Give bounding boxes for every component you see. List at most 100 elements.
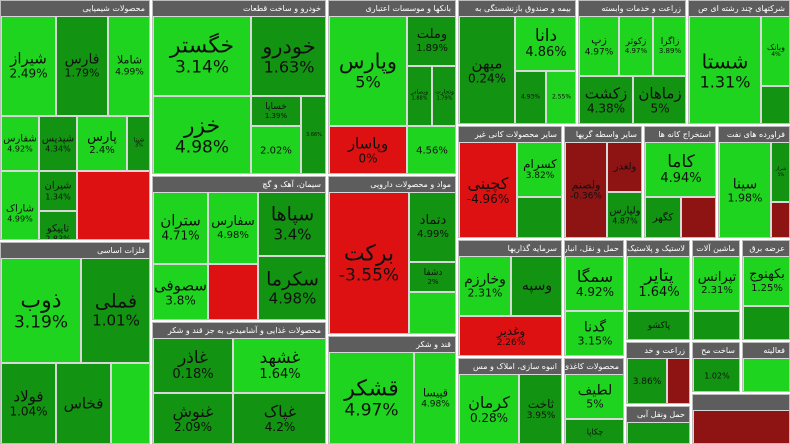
- symbol-tile[interactable]: [743, 358, 789, 391]
- symbol-tile[interactable]: پاکشو: [627, 311, 689, 339]
- symbol-tile[interactable]: خساپا 1.39%: [251, 96, 301, 126]
- symbol-tile[interactable]: [111, 363, 149, 443]
- symbol-tile[interactable]: وتجارت 1.79%: [432, 66, 455, 126]
- sector-group[interactable]: حمل ونقل آبی: [626, 406, 690, 444]
- symbol-tile[interactable]: میهن 0.24%: [459, 16, 515, 123]
- symbol-tile[interactable]: برکت -3.55%: [329, 192, 409, 333]
- sector-group[interactable]: محصولات غذایی و آشامیدنی به جز قند و شکر…: [152, 322, 326, 444]
- symbol-tile[interactable]: 3.66%: [301, 96, 325, 173]
- symbol-tile[interactable]: [77, 171, 149, 239]
- symbol-tile[interactable]: سینا 1.98%: [719, 142, 771, 237]
- symbol-tile[interactable]: [693, 311, 739, 339]
- symbol-tile[interactable]: وپاسار 0%: [329, 126, 407, 173]
- sector-group[interactable]: سیمان، آهک و گچ ستران 4.71% سفارس 4.98% سصوفی…: [152, 176, 326, 320]
- symbol-tile[interactable]: شستا 1.31%: [689, 16, 761, 123]
- symbol-tile[interactable]: وخارزم 2.31%: [459, 256, 511, 316]
- symbol-tile[interactable]: کرمان 0.28%: [459, 374, 519, 443]
- symbol-tile[interactable]: تپرانس 2.31%: [693, 256, 739, 311]
- symbol-tile[interactable]: [409, 292, 455, 333]
- symbol-tile[interactable]: کچینی -4.96%: [459, 142, 517, 237]
- symbol-tile[interactable]: غشهد 1.64%: [233, 338, 325, 393]
- symbol-tile[interactable]: فارس 1.79%: [56, 16, 108, 116]
- symbol-tile[interactable]: شپدیس 4.34%: [39, 116, 77, 171]
- symbol-tile[interactable]: زکشت 4.38%: [579, 76, 633, 123]
- sector-group[interactable]: قند و شکر قشکر 4.97% قپیسا 4.98%: [328, 336, 456, 444]
- sector-group[interactable]: عرضه برق بکهنوج 1.25%: [742, 240, 790, 340]
- symbol-tile[interactable]: 2.55%: [546, 71, 575, 123]
- symbol-tile[interactable]: وپارس 5%: [329, 16, 407, 126]
- symbol-tile[interactable]: غنوش 2.09%: [153, 393, 233, 443]
- sector-group[interactable]: لاستیک و پلاستیک پتایر 1.64% پاکشو: [626, 240, 690, 340]
- sector-group[interactable]: زراعت و خدمات وابسته زپ 4.97% زکوثر 4.97% زاگ…: [578, 0, 686, 124]
- sector-group[interactable]: مواد و محصولات دارویی برکت -3.55% دتماد 4.99…: [328, 176, 456, 334]
- sector-group[interactable]: سایر محصولات کانی غیر کچینی -4.96% کسرام 3.8…: [458, 126, 562, 238]
- symbol-tile[interactable]: 1.02%: [693, 358, 739, 391]
- symbol-tile[interactable]: سفارس 4.98%: [208, 192, 258, 264]
- sector-group[interactable]: فراورده های نفت سینا 1.98% شراز 5%: [718, 126, 790, 238]
- symbol-tile[interactable]: ولغدر: [607, 142, 641, 192]
- symbol-tile[interactable]: غپاک 4.2%: [233, 393, 325, 443]
- symbol-tile[interactable]: سکرما 4.98%: [258, 256, 325, 319]
- symbol-tile[interactable]: سمگا 4.92%: [565, 256, 623, 311]
- symbol-tile[interactable]: گدنا 3.15%: [565, 311, 623, 355]
- sector-group[interactable]: بانکها و موسسات اعتباری وپارس 5% وملت 1.89% و…: [328, 0, 456, 174]
- symbol-tile[interactable]: زاگرا 3.89%: [653, 16, 685, 76]
- sector-group[interactable]: بیمه و صندوق بازنشستگی به میهن 0.24% دانا 4.…: [458, 0, 576, 124]
- symbol-tile[interactable]: [667, 358, 689, 403]
- symbol-tile[interactable]: خودرو 1.63%: [251, 16, 325, 96]
- symbol-tile[interactable]: [681, 197, 715, 237]
- sector-group[interactable]: سایر واسطه گریها ولصنم -0.36% ولغدر ولپارس 4.…: [564, 126, 642, 238]
- symbol-tile[interactable]: تاپیکو 2.83%: [39, 211, 77, 239]
- symbol-tile[interactable]: [627, 422, 689, 443]
- symbol-tile[interactable]: 3.86%: [627, 358, 667, 403]
- symbol-tile[interactable]: دتماد 4.99%: [409, 192, 455, 262]
- symbol-tile[interactable]: [743, 306, 789, 339]
- symbol-tile[interactable]: 4.56%: [407, 126, 455, 173]
- symbol-tile[interactable]: شیراز 2.49%: [1, 16, 56, 116]
- symbol-tile[interactable]: ثاخت 3.95%: [519, 374, 561, 443]
- symbol-tile[interactable]: وملت 1.89%: [407, 16, 455, 66]
- sector-group[interactable]: محصولات شیمیایی شیراز 2.49% فارس 1.79% شاملا 4…: [0, 0, 150, 240]
- symbol-tile[interactable]: [517, 197, 561, 237]
- symbol-tile[interactable]: دشفا 2%: [409, 262, 455, 292]
- symbol-tile[interactable]: سصوفی 3.8%: [153, 264, 208, 319]
- symbol-tile[interactable]: چکاپا: [565, 419, 623, 443]
- symbol-tile[interactable]: لطیف 5%: [565, 374, 623, 419]
- sector-group[interactable]: زراعت و خد 3.86%: [626, 342, 690, 404]
- symbol-tile[interactable]: [693, 410, 789, 443]
- sector-group[interactable]: فلزات اساسی ذوب 3.19% فملی 1.01% فولاد 1.04% فخ…: [0, 242, 150, 444]
- symbol-tile[interactable]: شفارس 4.92%: [1, 116, 39, 171]
- symbol-tile[interactable]: شاراک 4.99%: [1, 171, 39, 239]
- symbol-tile[interactable]: شراز 5%: [771, 142, 789, 202]
- symbol-tile[interactable]: وبصادر 1.88%: [407, 66, 432, 126]
- symbol-tile[interactable]: شاملا 4.99%: [108, 16, 149, 116]
- symbol-tile[interactable]: پتایر 1.64%: [627, 256, 689, 311]
- symbol-tile[interactable]: شیران 1.34%: [39, 171, 77, 211]
- symbol-tile[interactable]: قشکر 4.97%: [329, 352, 414, 443]
- symbol-tile[interactable]: زماهان 5%: [633, 76, 685, 123]
- symbol-tile[interactable]: زکوثر 4.97%: [619, 16, 653, 76]
- symbol-tile[interactable]: ولصنم -0.36%: [565, 142, 607, 237]
- symbol-tile[interactable]: فملی 1.01%: [81, 258, 149, 363]
- sector-group[interactable]: ساخت مح 1.02%: [692, 342, 740, 392]
- sector-group[interactable]: [692, 394, 790, 444]
- symbol-tile[interactable]: وسپه: [511, 256, 561, 316]
- symbol-tile[interactable]: 2.02%: [251, 126, 301, 173]
- symbol-tile[interactable]: ذوب 3.19%: [1, 258, 81, 363]
- symbol-tile[interactable]: پارس 2.4%: [77, 116, 127, 171]
- symbol-tile[interactable]: خگستر 3.14%: [153, 16, 251, 96]
- symbol-tile[interactable]: خزر 4.98%: [153, 96, 251, 173]
- sector-group[interactable]: شرکتهای چند رشته ای ص شستا 1.31% وبانک 4%: [688, 0, 790, 124]
- symbol-tile[interactable]: شپنا 3%: [127, 116, 149, 171]
- symbol-tile[interactable]: قپیسا 4.98%: [414, 352, 455, 443]
- symbol-tile[interactable]: کسرام 3.82%: [517, 142, 561, 197]
- sector-group[interactable]: ماشین آلات تپرانس 2.31%: [692, 240, 740, 340]
- sector-group[interactable]: استخراج کانه ها کاما 4.94% کگهر: [644, 126, 716, 238]
- symbol-tile[interactable]: [771, 202, 789, 237]
- symbol-tile[interactable]: وبانک 4%: [761, 16, 789, 86]
- symbol-tile[interactable]: زپ 4.97%: [579, 16, 619, 76]
- symbol-tile[interactable]: فولاد 1.04%: [1, 363, 56, 443]
- symbol-tile[interactable]: فخاس: [56, 363, 111, 443]
- symbol-tile[interactable]: [761, 86, 789, 123]
